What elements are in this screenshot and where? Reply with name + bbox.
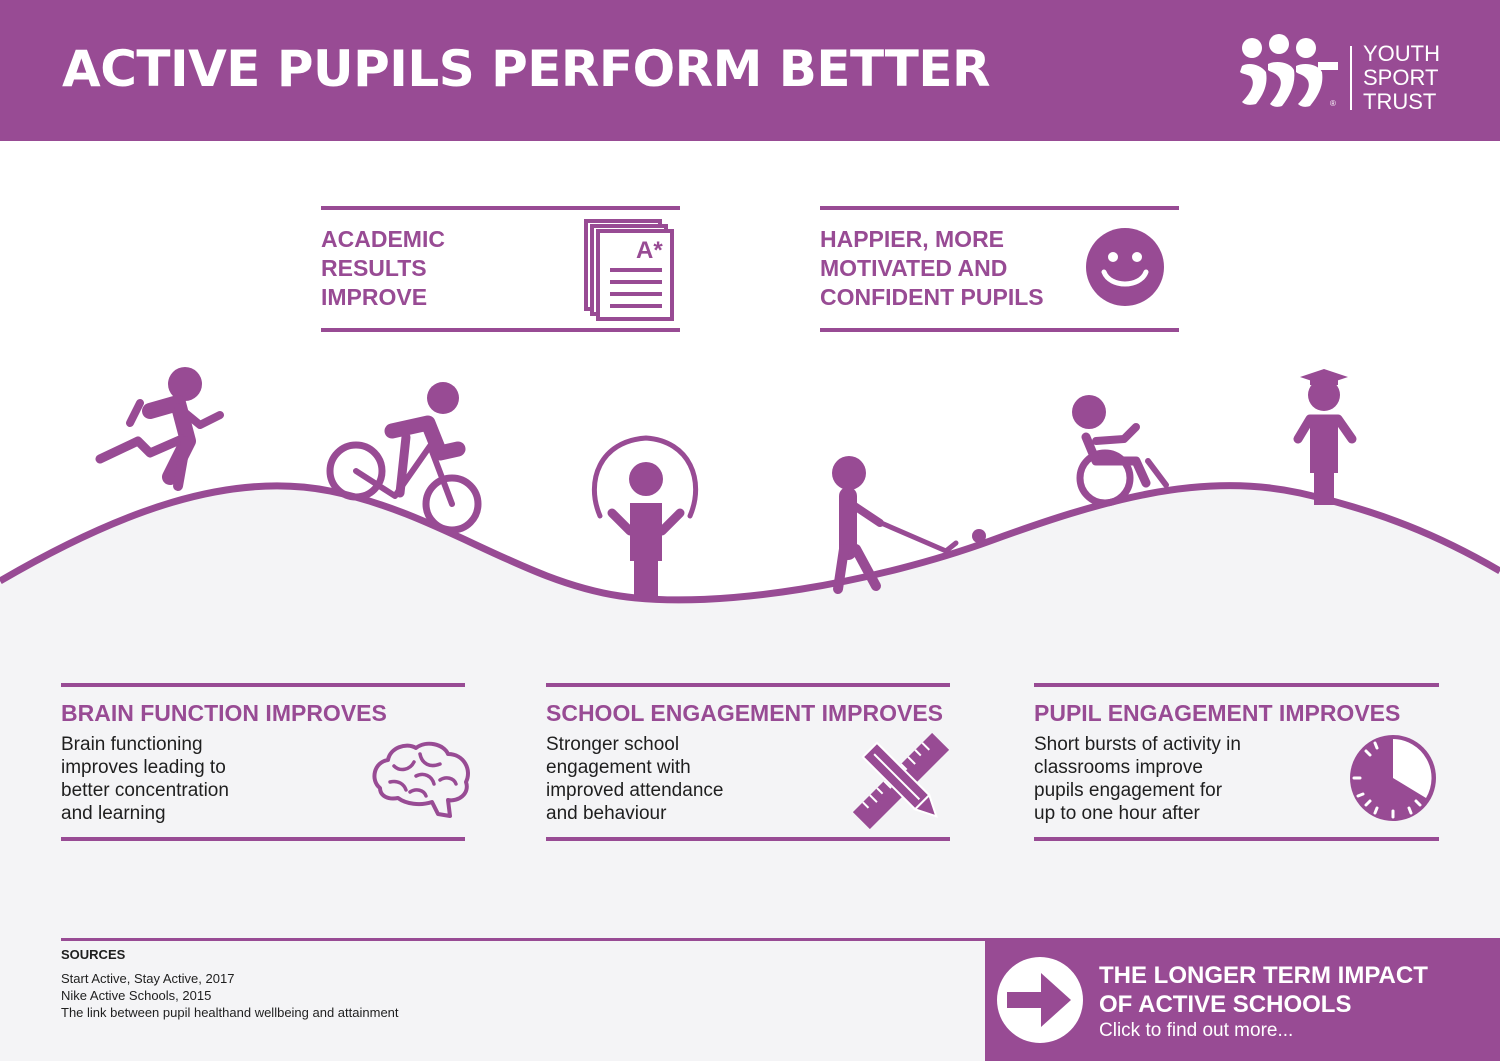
cta-line: THE LONGER TERM IMPACT (1099, 962, 1428, 989)
label-line: RESULTS (321, 255, 427, 281)
brain-function-text: Brain functioning improves leading to be… (61, 733, 229, 825)
academic-bottom-rule (321, 328, 680, 332)
source-item: The link between pupil healthand wellbei… (61, 1005, 399, 1020)
hockey-player-icon (832, 456, 986, 594)
academic-top-rule (321, 206, 680, 210)
page-title: ACTIVE PUPILS PERFORM BETTER (62, 40, 991, 98)
logo-line: YOUTH (1363, 41, 1440, 66)
cta-title: THE LONGER TERM IMPACT OF ACTIVE SCHOOLS (1099, 961, 1428, 1019)
clock-icon (1350, 735, 1436, 821)
body-line: Short bursts of activity in (1034, 734, 1241, 755)
graded-paper-icon: A* (584, 219, 674, 321)
body-line: classrooms improve (1034, 757, 1203, 778)
pupil-bottom-rule (1034, 837, 1439, 841)
logo-line: SPORT (1363, 65, 1439, 90)
arrow-right-icon (997, 957, 1083, 1043)
body-line: better concentration (61, 780, 229, 801)
longer-term-impact-link[interactable]: THE LONGER TERM IMPACT OF ACTIVE SCHOOLS… (985, 938, 1500, 1061)
body-line: Stronger school (546, 734, 680, 755)
sources-heading: SOURCES (61, 947, 126, 962)
body-line: improved attendance (546, 780, 724, 801)
smiley-face-icon (1086, 228, 1164, 306)
body-line: improves leading to (61, 757, 226, 778)
cyclist-icon (326, 382, 482, 534)
happier-pupils-label: HAPPIER, MORE MOTIVATED AND CONFIDENT PU… (820, 225, 1044, 312)
source-item: Nike Active Schools, 2015 (61, 988, 212, 1003)
source-item: Start Active, Stay Active, 2017 (61, 971, 235, 986)
label-line: ACADEMIC (321, 226, 445, 252)
academic-results-label: ACADEMIC RESULTS IMPROVE (321, 225, 445, 312)
youth-sport-trust-logo-icon: ® (1240, 34, 1338, 108)
body-line: engagement with (546, 757, 691, 778)
logo-divider (1350, 46, 1352, 110)
pupil-engagement-title: PUPIL ENGAGEMENT IMPROVES (1034, 700, 1401, 726)
skipping-rope-icon (591, 435, 699, 596)
runner-icon (95, 367, 224, 491)
label-line: HAPPIER, MORE (820, 226, 1005, 252)
label-line: IMPROVE (321, 284, 428, 310)
pupil-engagement-text: Short bursts of activity in classrooms i… (1034, 733, 1241, 825)
school-bottom-rule (546, 837, 950, 841)
svg-text:®: ® (1330, 99, 1336, 108)
happier-top-rule (820, 206, 1179, 210)
graduate-icon (1293, 369, 1357, 505)
body-line: Brain functioning (61, 734, 203, 755)
svg-text:A*: A* (636, 237, 663, 264)
label-line: MOTIVATED AND (820, 255, 1008, 281)
school-engagement-text: Stronger school engagement with improved… (546, 733, 723, 825)
brain-bottom-rule (61, 837, 465, 841)
logo-line: TRUST (1363, 89, 1437, 114)
body-line: and learning (61, 803, 166, 824)
header-banner: ACTIVE PUPILS PERFORM BETTER ® YOUTH SPO… (0, 0, 1500, 141)
brain-function-title: BRAIN FUNCTION IMPROVES (61, 700, 387, 726)
body-line: and behaviour (546, 803, 667, 824)
cta-line: OF ACTIVE SCHOOLS (1099, 991, 1352, 1018)
label-line: CONFIDENT PUPILS (820, 284, 1044, 310)
wheelchair-user-icon (1072, 395, 1169, 507)
cta-subtitle: Click to find out more... (1099, 1020, 1294, 1041)
activities-hill-scene (0, 141, 1500, 681)
pupil-top-rule (1034, 683, 1439, 687)
pencil-ruler-icon (853, 733, 949, 829)
school-top-rule (546, 683, 950, 687)
happier-bottom-rule (820, 328, 1179, 332)
sources-rule (61, 938, 985, 941)
body-line: pupils engagement for (1034, 780, 1223, 801)
brain-top-rule (61, 683, 465, 687)
sources-block: SOURCES Start Active, Stay Active, 2017 … (61, 946, 399, 1021)
logo-wordmark: YOUTH SPORT TRUST (1363, 42, 1440, 114)
brain-icon (372, 741, 470, 818)
body-line: up to one hour after (1034, 803, 1200, 824)
school-engagement-title: SCHOOL ENGAGEMENT IMPROVES (546, 700, 944, 726)
